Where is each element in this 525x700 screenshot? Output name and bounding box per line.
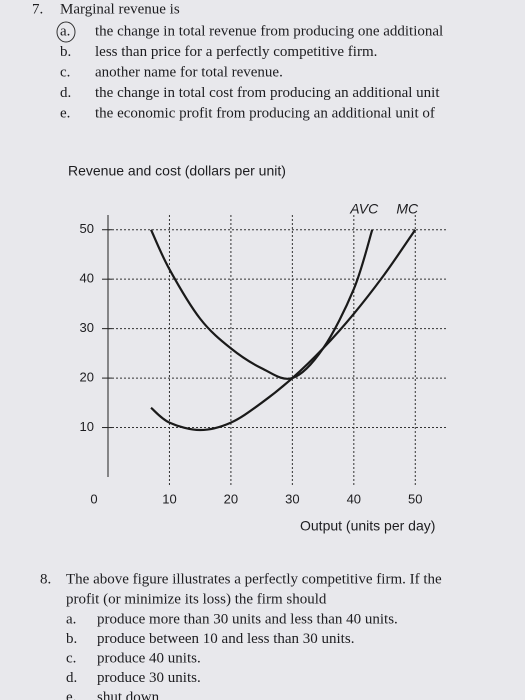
q7-stem: Marginal revenue is [60, 1, 180, 17]
option-text: produce 30 units. [97, 670, 201, 686]
x-tick-label: 50 [408, 491, 422, 506]
option-text: produce between 10 and less than 30 unit… [97, 631, 354, 647]
option-text: the economic profit from producing an ad… [95, 105, 435, 121]
option-letter: d. [66, 670, 77, 686]
q8-number: 8. [40, 571, 51, 587]
option-letter: b. [66, 631, 77, 647]
y-tick-label: 30 [80, 320, 94, 335]
chart-title: Revenue and cost (dollars per unit) [68, 163, 286, 179]
x-tick-label: 10 [162, 491, 176, 506]
q7-number: 7. [32, 1, 43, 17]
option-text: another name for total revenue. [95, 64, 283, 80]
option-letter: e. [60, 105, 70, 121]
option-letter: c. [66, 650, 76, 666]
option-letter: d. [60, 85, 71, 101]
option-text: the change in total revenue from produci… [95, 23, 443, 39]
x-axis-label: Output (units per day) [300, 518, 435, 534]
x-tick-label: 20 [224, 491, 238, 506]
y-tick-label: 10 [80, 419, 94, 434]
option-letter: a. [60, 23, 70, 39]
y-tick-label: 40 [80, 271, 94, 286]
option-text: produce more than 30 units and less than… [97, 611, 398, 627]
curve-label: MC [396, 200, 419, 216]
option-text: less than price for a perfectly competit… [95, 44, 377, 60]
option-letter: e. [66, 689, 76, 700]
option-text: the change in total cost from producing … [95, 85, 440, 101]
q8-stem: The above figure illustrates a perfectly… [66, 571, 442, 587]
option-letter: a. [66, 611, 76, 627]
x-tick-label: 40 [347, 491, 361, 506]
q8-stem: profit (or minimize its loss) the firm s… [66, 591, 327, 607]
curve [150, 229, 417, 432]
option-text: shut down [97, 689, 160, 700]
answer-circle [56, 21, 76, 43]
y-tick-label: 50 [80, 221, 94, 236]
x-tick-label: 0 [90, 491, 97, 506]
option-letter: c. [60, 64, 70, 80]
curve [150, 229, 374, 380]
option-letter: b. [60, 44, 71, 60]
x-tick-label: 30 [285, 491, 299, 506]
curve-label: AVC [349, 200, 379, 216]
y-tick-label: 20 [80, 370, 94, 385]
option-text: produce 40 units. [97, 650, 201, 666]
